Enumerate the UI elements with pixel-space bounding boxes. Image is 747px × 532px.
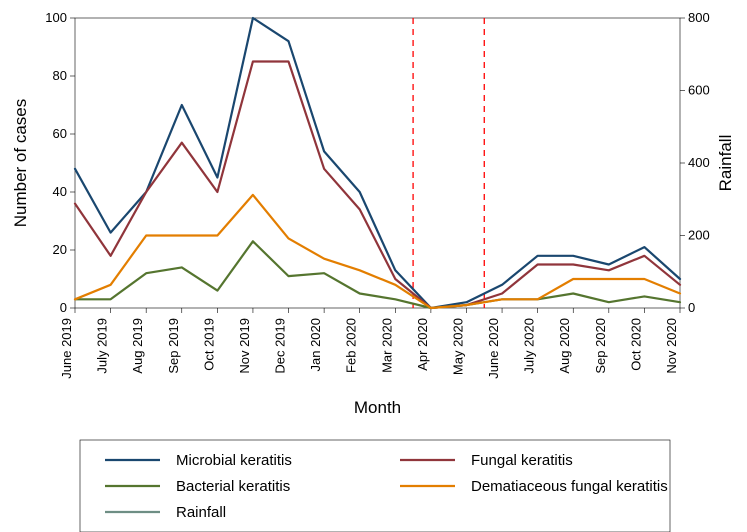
x-tick-label: Jan 2020 bbox=[308, 318, 323, 372]
x-tick-label: Aug 2019 bbox=[130, 318, 145, 374]
x-tick-label: Aug 2020 bbox=[557, 318, 572, 374]
x-tick-label: Mar 2020 bbox=[379, 318, 394, 373]
x-tick-label: June 2020 bbox=[486, 318, 501, 379]
x-tick-label: Oct 2020 bbox=[628, 318, 643, 371]
legend-label: Fungal keratitis bbox=[471, 452, 573, 469]
y-right-tick-label: 600 bbox=[688, 83, 710, 98]
x-tick-label: June 2019 bbox=[59, 318, 74, 379]
y-left-tick-label: 40 bbox=[53, 184, 67, 199]
x-tick-label: Sep 2020 bbox=[593, 318, 608, 374]
x-tick-label: Apr 2020 bbox=[415, 318, 430, 371]
legend-label: Bacterial keratitis bbox=[176, 478, 290, 495]
x-tick-label: Nov 2020 bbox=[664, 318, 679, 374]
legend-label: Rainfall bbox=[176, 504, 226, 521]
y-left-axis-title: Number of cases bbox=[11, 99, 30, 228]
y-left-tick-label: 100 bbox=[45, 10, 67, 25]
y-right-tick-label: 400 bbox=[688, 155, 710, 170]
x-axis-title: Month bbox=[354, 398, 401, 417]
x-tick-label: Oct 2019 bbox=[201, 318, 216, 371]
y-left-tick-label: 80 bbox=[53, 68, 67, 83]
y-left-tick-label: 20 bbox=[53, 242, 67, 257]
y-left-tick-label: 0 bbox=[60, 300, 67, 315]
x-tick-label: July 2020 bbox=[522, 318, 537, 374]
x-tick-label: May 2020 bbox=[450, 318, 465, 375]
y-right-tick-label: 800 bbox=[688, 10, 710, 25]
y-right-tick-label: 0 bbox=[688, 300, 695, 315]
legend-label: Dematiaceous fungal keratitis bbox=[471, 478, 668, 495]
x-tick-label: July 2019 bbox=[95, 318, 110, 374]
legend-label: Microbial keratitis bbox=[176, 452, 292, 469]
x-tick-label: Sep 2019 bbox=[166, 318, 181, 374]
x-tick-label: Feb 2020 bbox=[344, 318, 359, 373]
x-tick-label: Dec 2019 bbox=[273, 318, 288, 374]
y-right-axis-title: Rainfall bbox=[716, 135, 735, 192]
chart-container: 0 20 40 60 80 100 0 200 400 600 800 June 2019 July 2… bbox=[0, 0, 747, 532]
y-left-tick-label: 60 bbox=[53, 126, 67, 141]
x-tick-label: Nov 2019 bbox=[237, 318, 252, 374]
line-chart: 0 20 40 60 80 100 0 200 400 600 800 June 2019 July 2… bbox=[0, 0, 747, 532]
y-right-tick-label: 200 bbox=[688, 228, 710, 243]
